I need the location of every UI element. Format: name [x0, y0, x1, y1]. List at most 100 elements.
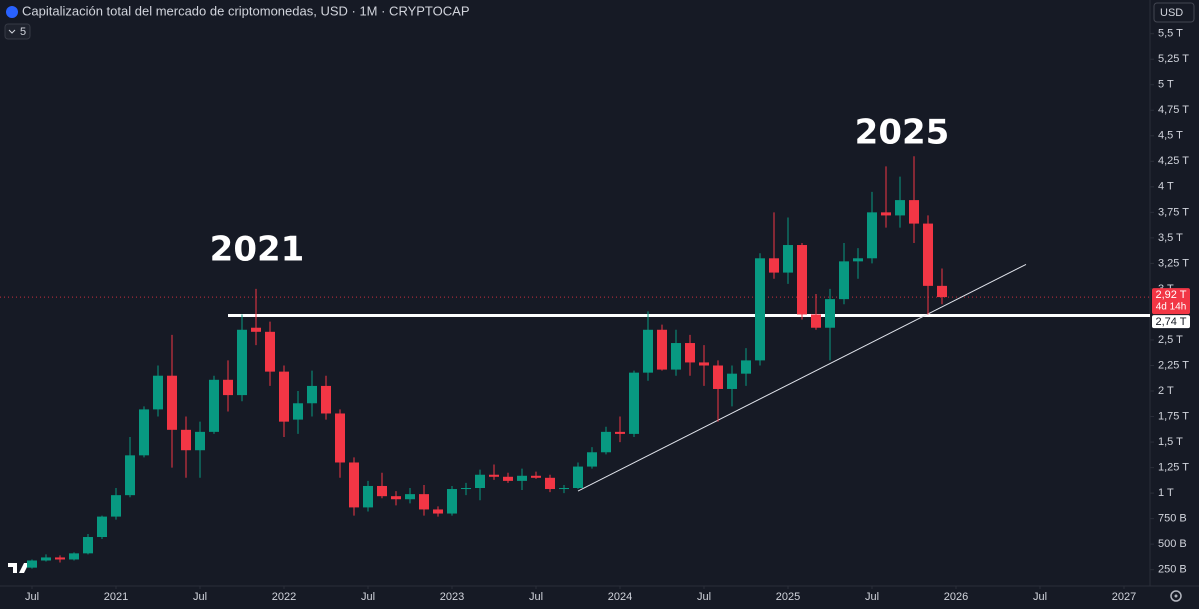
y-tick-label: 1,25 T: [1158, 461, 1189, 473]
y-tick-label: 1,75 T: [1158, 410, 1189, 422]
candle-body: [377, 485, 387, 497]
candle-body: [713, 365, 723, 389]
candle-body: [97, 516, 107, 538]
candle-body: [881, 212, 891, 216]
x-tick-label: Jul: [1033, 591, 1047, 603]
y-tick-label: 1,5 T: [1158, 436, 1183, 448]
candle-body: [937, 285, 947, 298]
candle-body: [629, 372, 639, 434]
candle-body: [83, 537, 93, 554]
support-label: 2,74 T: [1156, 316, 1187, 328]
tradingview-logo: [8, 562, 29, 574]
candle-body: [125, 455, 135, 496]
settings-icon[interactable]: [1170, 590, 1182, 602]
trendline: [577, 263, 1027, 492]
indicator-count: 5: [20, 26, 26, 38]
indicators-toggle[interactable]: [4, 23, 31, 40]
x-tick-label: 2025: [776, 591, 800, 603]
candle-body: [853, 258, 863, 262]
candle-body: [839, 261, 849, 300]
candle-body: [727, 373, 737, 389]
y-tick-label: 3,25 T: [1158, 257, 1189, 269]
x-tick-label: 2022: [272, 591, 296, 603]
countdown: 4d 14h: [1156, 302, 1187, 313]
candle-body: [559, 488, 569, 490]
y-tick-label: 2,5 T: [1158, 334, 1183, 346]
currency-button[interactable]: [1153, 2, 1195, 23]
x-tick-label: 2027: [1112, 591, 1136, 603]
x-tick-label: Jul: [193, 591, 207, 603]
x-tick-label: Jul: [529, 591, 543, 603]
candle-body: [69, 553, 79, 560]
candle-body: [783, 245, 793, 273]
candle-body: [461, 488, 471, 490]
candle-body: [811, 314, 821, 328]
symbol-icon: [6, 6, 18, 18]
candle-body: [419, 494, 429, 510]
candle-body: [545, 477, 555, 490]
y-tick-label: 4,25 T: [1158, 155, 1189, 167]
candle-body: [279, 371, 289, 422]
candle-body: [405, 494, 415, 500]
candle-body: [321, 385, 331, 414]
y-tick-label: 750 B: [1158, 513, 1187, 525]
x-tick-label: 2024: [608, 591, 632, 603]
candle-body: [251, 327, 261, 332]
candle-body: [643, 329, 653, 373]
y-tick-label: 5,5 T: [1158, 28, 1183, 40]
candle-body: [167, 375, 177, 430]
candle-body: [363, 485, 373, 508]
candle-body: [153, 375, 163, 410]
candle-body: [139, 409, 149, 456]
x-tick-label: 2026: [944, 591, 968, 603]
candle-body: [293, 403, 303, 420]
x-tick-label: 2021: [104, 591, 128, 603]
candle-body: [671, 343, 681, 370]
candle-body: [503, 476, 513, 481]
candle-body: [867, 212, 877, 259]
y-tick-label: 3,75 T: [1158, 206, 1189, 218]
x-tick-label: Jul: [865, 591, 879, 603]
candle-body: [741, 360, 751, 374]
candle-body: [685, 343, 695, 363]
candle-body: [55, 557, 65, 560]
y-tick-label: 3,5 T: [1158, 232, 1183, 244]
candle-body: [475, 474, 485, 489]
candle-body: [825, 299, 835, 328]
last-price-tag: [1152, 288, 1190, 315]
last-price-label: 2,92 T: [1156, 289, 1187, 301]
candle-body: [755, 258, 765, 361]
candle-body: [223, 379, 233, 396]
candle-body: [307, 385, 317, 404]
x-tick-label: Jul: [697, 591, 711, 603]
y-tick-label: 500 B: [1158, 538, 1187, 550]
candle-body: [517, 475, 527, 481]
y-tick-label: 5 T: [1158, 79, 1174, 91]
candle-body: [41, 557, 51, 561]
currency-label: USD: [1160, 7, 1183, 19]
candle-body: [601, 431, 611, 453]
candle-body: [489, 474, 499, 477]
chevron-icon: [8, 29, 16, 34]
candle-body: [699, 362, 709, 366]
candle-body: [615, 431, 625, 434]
candle-body: [195, 431, 205, 451]
annotation: 2021: [210, 230, 305, 270]
y-tick-label: 5,25 T: [1158, 53, 1189, 65]
candle-body: [209, 379, 219, 432]
support-tag: [1152, 315, 1190, 329]
y-tick-label: 4,5 T: [1158, 130, 1183, 142]
candle-body: [797, 245, 807, 315]
candle-body: [335, 413, 345, 463]
y-tick-label: 250 B: [1158, 564, 1187, 576]
annotation: 2025: [855, 113, 950, 153]
candle-body: [895, 200, 905, 216]
chart-title: Capitalización total del mercado de crip…: [22, 3, 469, 18]
candle-body: [573, 466, 583, 489]
candle-body: [391, 496, 401, 500]
y-tick-label: 2 T: [1158, 385, 1174, 397]
candle-body: [909, 200, 919, 224]
candle-body: [587, 452, 597, 467]
candle-body: [349, 462, 359, 508]
